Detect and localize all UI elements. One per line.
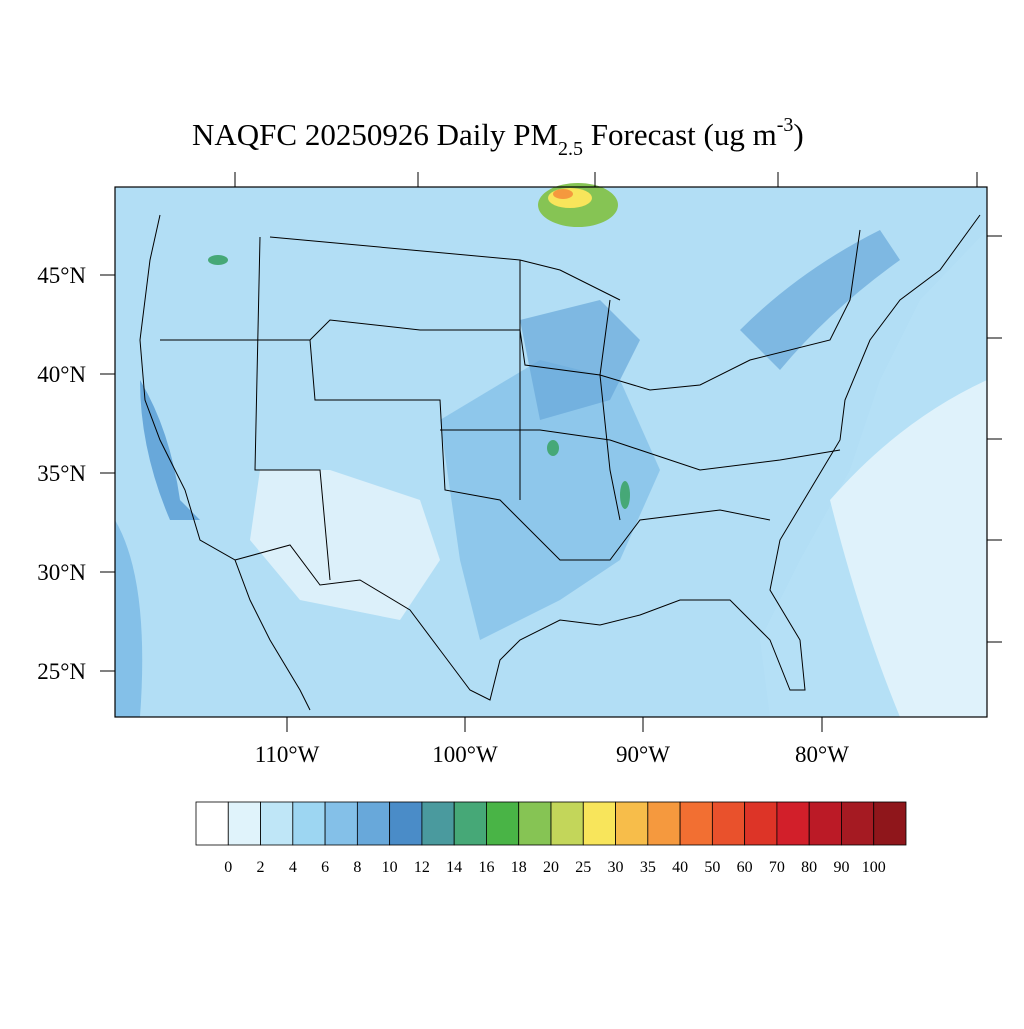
- colorbar-label: 12: [414, 859, 430, 876]
- lat-label: 45°N: [37, 263, 86, 288]
- map-field: [115, 183, 987, 717]
- colorbar-box: [711, 801, 746, 846]
- colorbar-box: [324, 801, 358, 846]
- colorbar-box: [808, 801, 842, 846]
- lon-label: 90°W: [616, 742, 670, 767]
- colorbar-box: [615, 801, 649, 846]
- colorbar-label: 16: [478, 859, 494, 876]
- colorbar-label: 18: [511, 859, 527, 876]
- colorbar-label: 20: [543, 859, 559, 876]
- colorbar-box: [453, 801, 487, 846]
- lon-label: 100°W: [432, 742, 498, 767]
- colorbar-label: 80: [801, 859, 817, 876]
- colorbar-box: [356, 801, 391, 846]
- colorbar-label: 0: [224, 859, 232, 876]
- colorbar-box: [679, 801, 713, 846]
- colorbar-label: 90: [833, 859, 849, 876]
- colorbar-label: 40: [672, 859, 688, 876]
- colorbar-box: [873, 801, 907, 846]
- colorbar-label: 50: [704, 859, 720, 876]
- lat-label: 30°N: [37, 560, 86, 585]
- colorbar-label: 100: [862, 859, 886, 876]
- colorbar-box: [550, 801, 584, 846]
- colorbar-label: 70: [769, 859, 785, 876]
- colorbar-box: [776, 801, 810, 846]
- lon-label: 110°W: [255, 742, 320, 767]
- colorbar-box: [841, 801, 875, 846]
- title-subscript: 2.5: [558, 138, 583, 160]
- frame-ticks: [100, 172, 1002, 732]
- colorbar-box: [292, 801, 326, 846]
- title-superscript: -3: [777, 114, 794, 136]
- colorbar-box: [389, 801, 423, 846]
- colorbar-box: [518, 801, 552, 846]
- colorbar-label: 35: [640, 859, 656, 876]
- axis-labels: 45°N 40°N 35°N 30°N 25°N 110°W 100°W 90°W 80°W: [37, 263, 849, 767]
- title-close: ): [793, 117, 803, 152]
- lat-label: 35°N: [37, 461, 86, 486]
- colorbar-box: [227, 801, 261, 846]
- colorbar-label: 25: [575, 859, 591, 876]
- colorbar-box: [195, 801, 229, 846]
- map-frame: [114, 186, 988, 718]
- title: NAQFC 20250926 Daily PM2.5 Forecast (ug …: [192, 114, 804, 160]
- colorbar-label: 6: [321, 859, 329, 876]
- lat-label: 40°N: [37, 362, 86, 387]
- colorbar-box: [260, 801, 294, 846]
- lat-label: 25°N: [37, 659, 86, 684]
- colorbar-box: [647, 801, 681, 846]
- colorbar-box: [486, 801, 520, 846]
- colorbar-box: [582, 801, 616, 846]
- colorbar-label: 60: [737, 859, 753, 876]
- colorbar: 0 2 4 6 8 10 12 14 16 18 20 25 30 35 40 50 60 70 80 90 100: [195, 801, 907, 876]
- coastlines: [139, 214, 981, 711]
- title-rest: Forecast (ug m: [583, 117, 777, 152]
- colorbar-box: [744, 801, 778, 846]
- title-main: NAQFC 20250926 Daily PM: [192, 117, 558, 152]
- colorbar-box: [421, 801, 455, 846]
- colorbar-label: 4: [289, 859, 297, 876]
- colorbar-label: 2: [257, 859, 265, 876]
- colorbar-label: 8: [353, 859, 361, 876]
- colorbar-label: 10: [382, 859, 398, 876]
- colorbar-label: 30: [608, 859, 624, 876]
- colorbar-label: 14: [446, 859, 462, 876]
- lon-label: 80°W: [795, 742, 849, 767]
